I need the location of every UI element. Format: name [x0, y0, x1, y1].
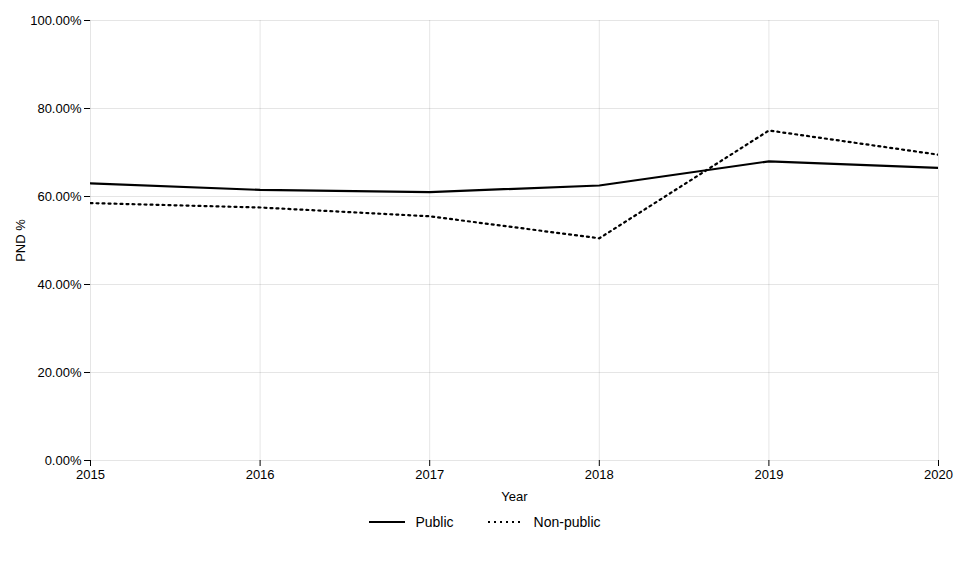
- html-text:Public: Public: [415, 514, 454, 530]
- svg-text:0.00%: 0.00%: [45, 453, 82, 468]
- svg-text:2019: 2019: [754, 467, 783, 482]
- svg-text:2016: 2016: [246, 467, 275, 482]
- svg-text:2017: 2017: [415, 467, 444, 482]
- svg-text:100.00%: 100.00%: [30, 13, 82, 28]
- svg-text:PND %: PND %: [13, 219, 28, 262]
- svg-text:60.00%: 60.00%: [37, 189, 82, 204]
- svg-text:2018: 2018: [585, 467, 614, 482]
- html-text:Non-public: Non-public: [533, 514, 601, 530]
- svg-text:40.00%: 40.00%: [37, 277, 82, 292]
- svg-text:2015: 2015: [76, 467, 105, 482]
- svg-text:Year: Year: [501, 489, 528, 504]
- svg-text:2020: 2020: [924, 467, 953, 482]
- svg-text:80.00%: 80.00%: [37, 101, 82, 116]
- svg-text:20.00%: 20.00%: [37, 365, 82, 380]
